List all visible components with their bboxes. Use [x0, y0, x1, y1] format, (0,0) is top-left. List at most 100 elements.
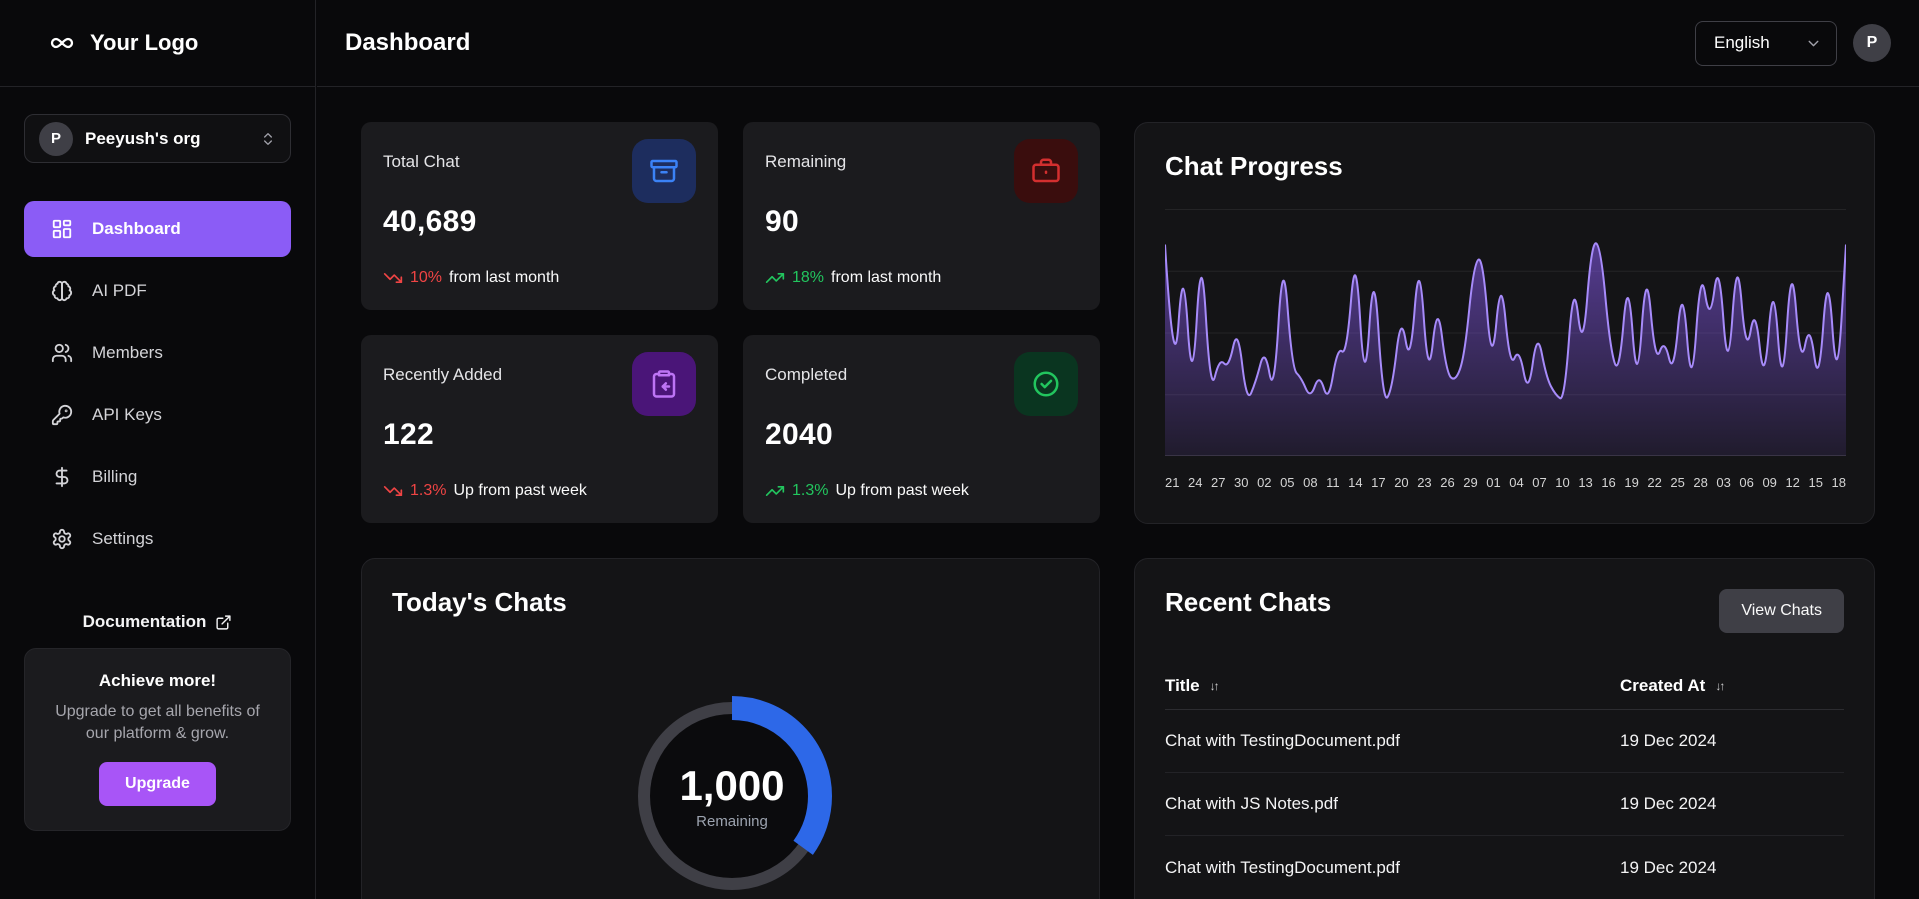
user-avatar[interactable]: P — [1853, 24, 1891, 62]
donut-svg-holder — [612, 676, 852, 899]
column-label: Created At — [1620, 675, 1706, 695]
table-header: Title ↓↑ Created At ↓↑ — [1165, 662, 1844, 710]
recent-chats-title: Recent Chats — [1165, 587, 1332, 617]
column-header-title[interactable]: Title ↓↑ — [1165, 676, 1620, 696]
chevron-down-icon — [1808, 40, 1819, 46]
column-label: Title — [1165, 675, 1200, 695]
x-tick-label: 12 — [1785, 475, 1800, 490]
delta-percent: 18% — [792, 269, 825, 286]
sidebar-item-label: Settings — [92, 529, 154, 548]
x-tick-label: 10 — [1555, 475, 1570, 490]
stat-value: 90 — [765, 205, 799, 238]
stat-card-remaining: Remaining 90 18% from last month — [743, 122, 1100, 310]
delta-percent: 10% — [410, 269, 443, 286]
x-tick-label: 05 — [1280, 475, 1295, 490]
x-tick-label: 28 — [1693, 475, 1708, 490]
x-tick-label: 11 — [1326, 475, 1340, 490]
stat-delta: 1.3% Up from past week — [765, 481, 969, 501]
trending-down-icon — [383, 273, 403, 283]
x-tick-label: 25 — [1670, 475, 1685, 490]
x-tick-label: 15 — [1808, 475, 1823, 490]
documentation-link[interactable]: Documentation — [0, 612, 315, 632]
delta-percent: 1.3% — [792, 482, 829, 499]
stat-card-completed: Completed 2040 1.3% Up from past week — [743, 335, 1100, 523]
topbar: Dashboard English P — [317, 0, 1919, 87]
stat-label: Remaining — [765, 152, 847, 171]
x-tick-label: 27 — [1211, 475, 1226, 490]
delta-text: from last month — [831, 269, 942, 286]
area-chart — [1165, 209, 1846, 457]
sidebar-item-members[interactable]: Members — [24, 325, 291, 381]
stat-value: 40,689 — [383, 205, 477, 238]
circle-check-icon — [1014, 352, 1078, 416]
sort-icon[interactable]: ↓↑ — [1209, 678, 1220, 693]
x-tick-label: 30 — [1234, 475, 1249, 490]
upgrade-button[interactable]: Upgrade — [99, 762, 216, 807]
x-tick-label: 03 — [1716, 475, 1731, 490]
briefcase-icon — [1014, 139, 1078, 203]
chart-title: Chat Progress — [1165, 151, 1343, 181]
stat-delta: 10% from last month — [383, 268, 559, 288]
brand-name: Your Logo — [90, 30, 199, 55]
infinity-logo-icon — [46, 31, 78, 55]
dollar-icon — [55, 466, 69, 488]
delta-text: Up from past week — [835, 482, 969, 499]
main-content: Total Chat 40,689 10% from last month Re… — [317, 87, 1919, 899]
brain-icon — [51, 280, 73, 302]
sidebar-item-ai-pdf[interactable]: AI PDF — [24, 263, 291, 319]
x-tick-label: 21 — [1165, 475, 1180, 490]
page-title: Dashboard — [345, 29, 471, 56]
x-tick-label: 02 — [1257, 475, 1272, 490]
sidebar-item-api-keys[interactable]: API Keys — [24, 387, 291, 443]
x-tick-label: 24 — [1188, 475, 1203, 490]
sidebar-item-dashboard[interactable]: Dashboard — [24, 201, 291, 257]
table-row[interactable]: Chat with TestingDocument.pdf 19 Dec 202… — [1165, 836, 1844, 899]
created-at-cell: 19 Dec 2024 — [1620, 731, 1717, 750]
brand: Your Logo — [0, 0, 315, 87]
language-value: English — [1714, 33, 1770, 52]
stat-value: 122 — [383, 418, 434, 451]
sort-icon[interactable]: ↓↑ — [1715, 678, 1725, 693]
x-tick-label: 22 — [1647, 475, 1662, 490]
chat-title-cell: Chat with TestingDocument.pdf — [1165, 857, 1400, 877]
external-link-icon — [216, 614, 231, 630]
column-header-created-at[interactable]: Created At ↓↑ — [1620, 676, 1844, 696]
sidebar-item-billing[interactable]: Billing — [24, 449, 291, 505]
delta-percent: 1.3% — [410, 482, 447, 499]
stat-label: Total Chat — [383, 152, 460, 171]
sidebar-nav: Dashboard AI PDF Members API Keys — [24, 201, 291, 567]
trending-down-icon — [383, 486, 403, 496]
org-name: Peeyush's org — [85, 128, 201, 148]
x-tick-label: 09 — [1762, 475, 1777, 490]
x-tick-label: 04 — [1509, 475, 1524, 490]
view-chats-button[interactable]: View Chats — [1719, 589, 1844, 633]
x-tick-label: 07 — [1532, 475, 1547, 490]
sidebar-item-label: API Keys — [92, 405, 162, 424]
chevrons-up-down-icon — [260, 131, 276, 147]
promo-title: Achieve more! — [98, 671, 217, 690]
stat-delta: 1.3% Up from past week — [383, 481, 587, 501]
language-select[interactable]: English — [1695, 20, 1837, 66]
key-icon — [51, 404, 73, 426]
org-avatar: P — [39, 121, 73, 156]
x-tick-label: 06 — [1739, 475, 1754, 490]
table-row[interactable]: Chat with TestingDocument.pdf 19 Dec 202… — [1165, 710, 1844, 773]
recent-chats-card: Recent Chats View Chats Title ↓↑ Created… — [1134, 558, 1875, 899]
sidebar-item-settings[interactable]: Settings — [24, 511, 291, 567]
stat-delta: 18% from last month — [765, 268, 941, 288]
delta-text: Up from past week — [453, 482, 587, 499]
x-tick-label: 13 — [1578, 475, 1593, 490]
documentation-label: Documentation — [82, 612, 207, 631]
x-axis-labels: 21 24 27 30 02 05 08 11 14 17 20 23 26 29 01 04 07 10 13 16… — [1165, 475, 1846, 490]
donut-chart: 1,000 Remaining — [612, 676, 852, 899]
trending-up-icon — [765, 273, 785, 283]
org-selector[interactable]: P Peeyush's org — [24, 114, 291, 163]
stat-value: 2040 — [765, 418, 833, 451]
chat-progress-card: Chat Progress 21 24 27 30 02 05 08 11 14 17 20 23 26… — [1134, 122, 1875, 524]
chat-title-cell: Chat with JS Notes.pdf — [1165, 794, 1338, 813]
chat-title-cell: Chat with TestingDocument.pdf — [1165, 731, 1400, 750]
stat-label: Recently Added — [383, 365, 503, 384]
trending-up-icon — [765, 486, 785, 496]
table-row[interactable]: Chat with JS Notes.pdf 19 Dec 2024 — [1165, 773, 1844, 836]
dashboard-grid-icon — [52, 219, 72, 239]
